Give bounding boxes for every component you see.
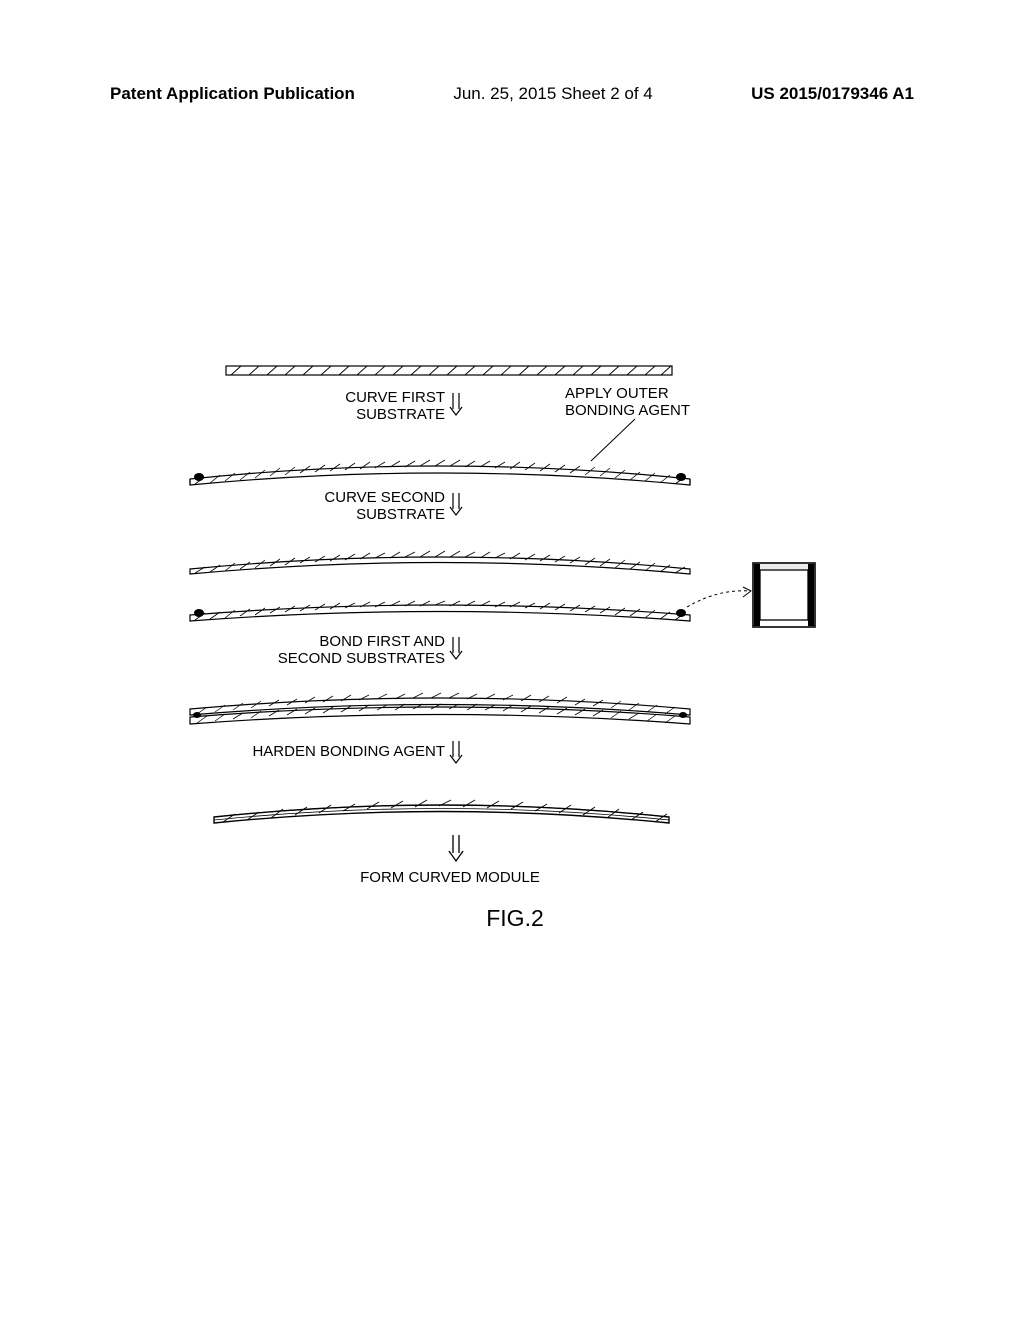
label-form-curved: FORM CURVED MODULE [335, 869, 565, 886]
header-left: Patent Application Publication [110, 84, 355, 104]
front-view-rect [751, 561, 817, 629]
arrow-icon [449, 739, 463, 765]
header-right: US 2015/0179346 A1 [751, 84, 914, 104]
label-harden: HARDEN BONDING AGENT [225, 743, 445, 760]
arrow-icon [448, 833, 464, 863]
curved-substrate-1 [185, 453, 695, 487]
leader-line-dashed [683, 583, 758, 613]
label-curve-second: CURVE SECOND SUBSTRATE [315, 489, 445, 524]
hardened-module [209, 793, 674, 825]
flat-substrate [225, 365, 673, 377]
figure-caption: FIG.2 [155, 905, 875, 932]
label-apply-outer: APPLY OUTER BONDING AGENT [565, 385, 695, 420]
arrow-icon [449, 391, 463, 417]
bonded-pair [185, 687, 695, 731]
curved-substrate-2-bot [185, 593, 695, 623]
label-bond-both: BOND FIRST AND SECOND SUBSTRATES [270, 633, 445, 668]
header-center: Jun. 25, 2015 Sheet 2 of 4 [453, 84, 652, 104]
page-header: Patent Application Publication Jun. 25, … [0, 84, 1024, 104]
arrow-icon [449, 491, 463, 517]
curved-substrate-2-top [185, 545, 695, 575]
label-curve-first: CURVE FIRST SUBSTRATE [330, 389, 445, 424]
arrow-icon [449, 635, 463, 661]
